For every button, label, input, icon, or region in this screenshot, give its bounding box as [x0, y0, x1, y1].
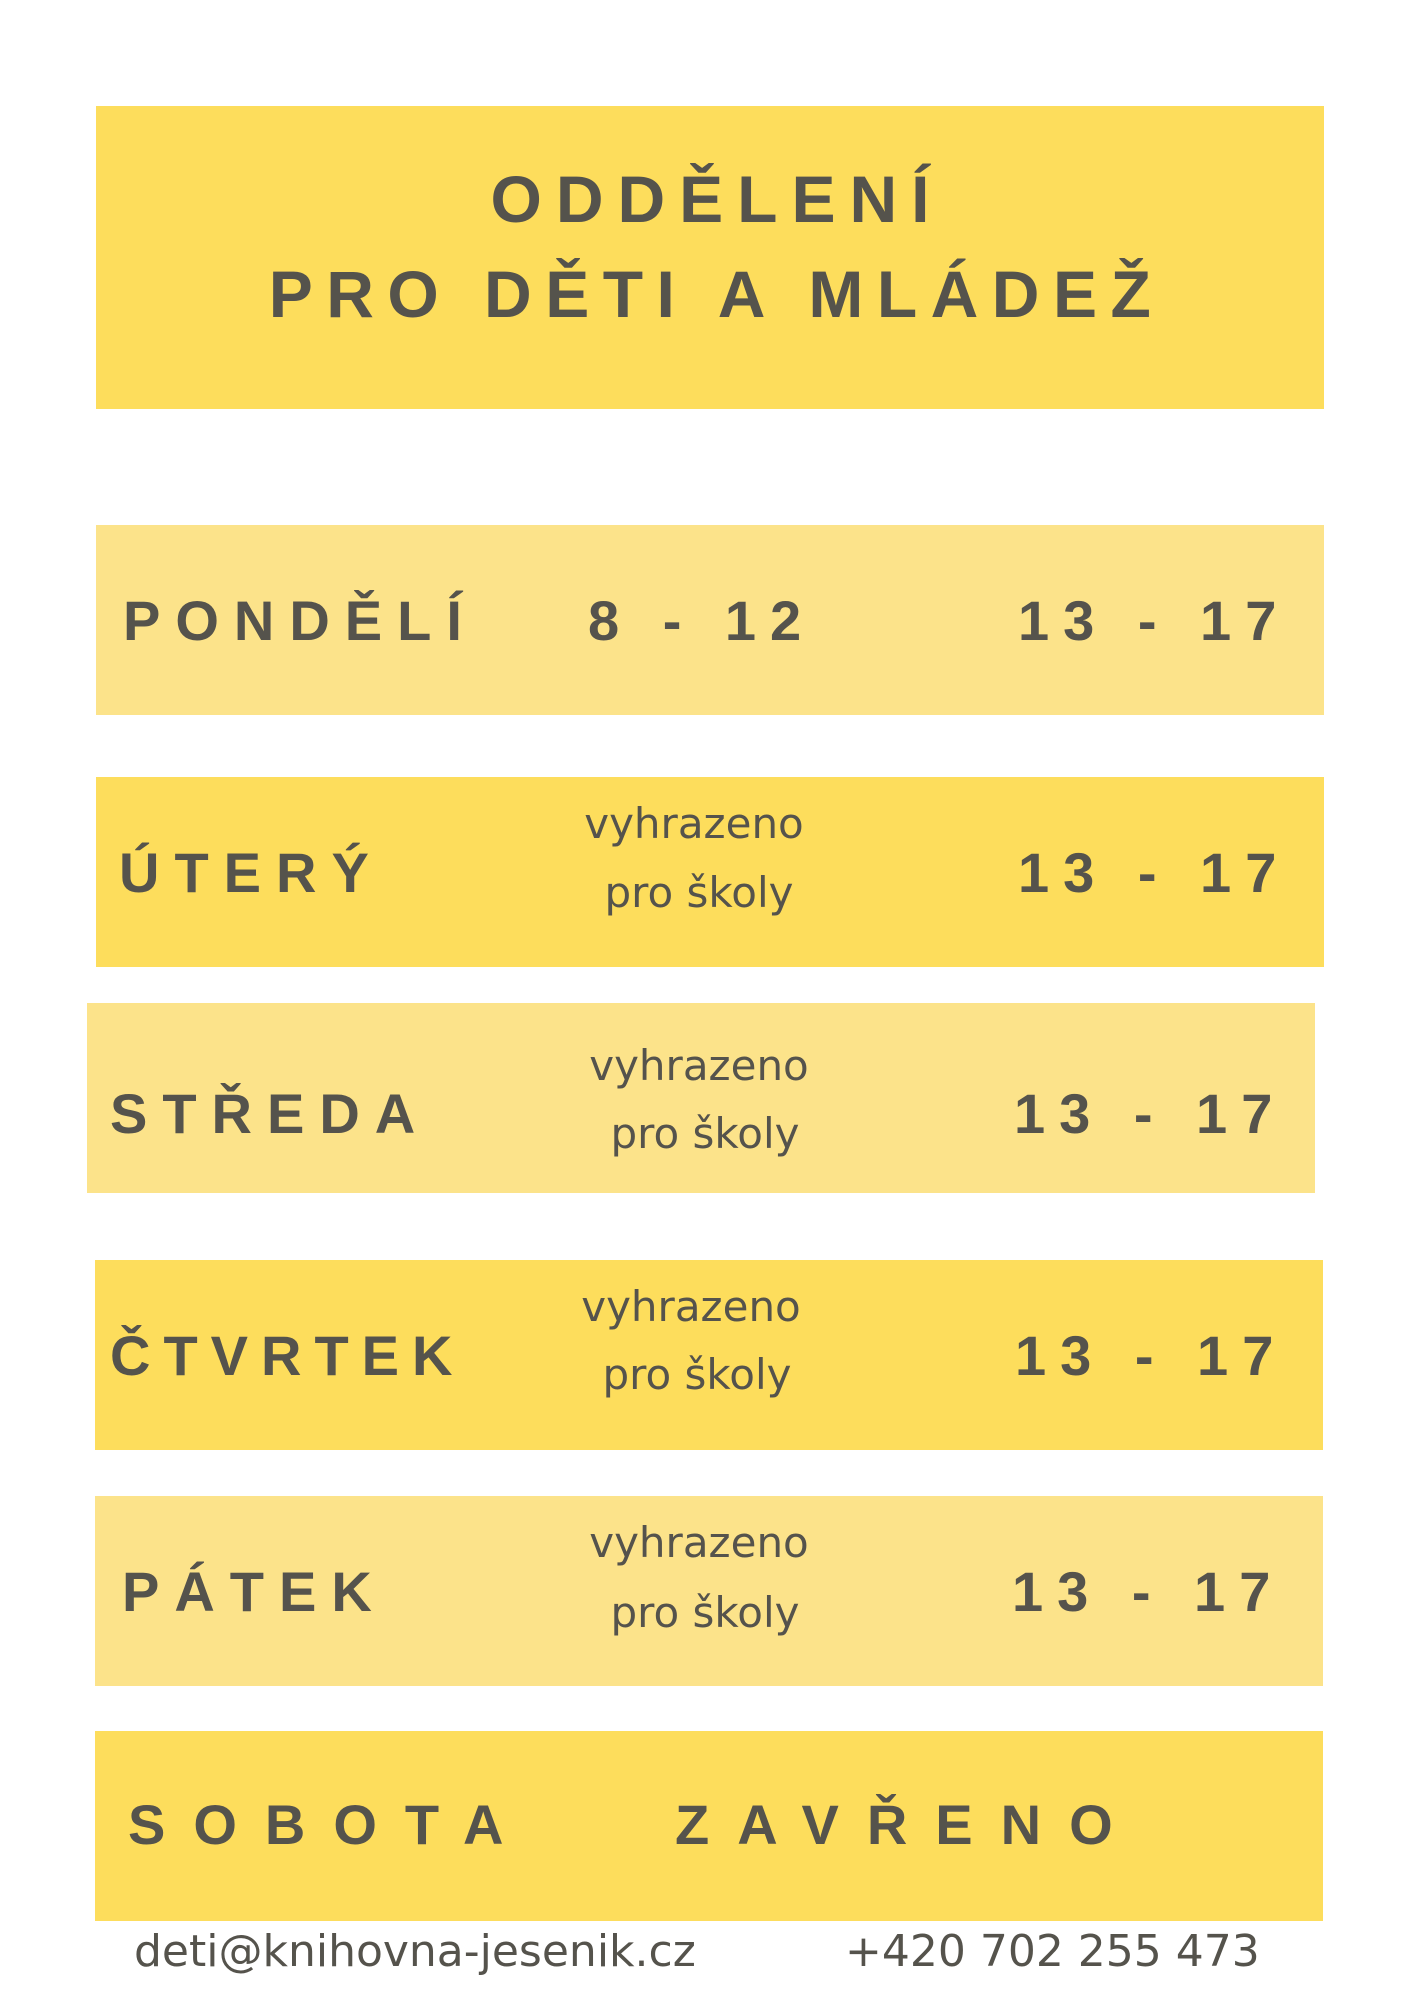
day-label: PÁTEK — [122, 1560, 387, 1623]
morning-note-line-1: vyhrazeno — [589, 1518, 809, 1567]
morning-note-line-2: pro školy — [602, 1350, 792, 1399]
afternoon-hours: 13 - 17 — [1012, 1560, 1285, 1623]
day-label: PONDĚLÍ — [123, 589, 477, 652]
footer-phone: +420 702 255 473 — [845, 1926, 1260, 1977]
day-label: STŘEDA — [110, 1082, 431, 1145]
day-label: ÚTERÝ — [119, 841, 384, 904]
afternoon-hours: 13 - 17 — [1015, 1324, 1288, 1387]
row-wednesday: STŘEDA vyhrazeno pro školy 13 - 17 — [87, 1003, 1315, 1193]
row-friday: PÁTEK vyhrazeno pro školy 13 - 17 — [95, 1496, 1323, 1686]
header-banner: ODDĚLENÍ PRO DĚTI A MLÁDEŽ — [96, 106, 1324, 409]
footer-email: deti@knihovna-jesenik.cz — [134, 1926, 696, 1977]
afternoon-hours: 13 - 17 — [1014, 1082, 1287, 1145]
day-label: SOBOTA — [128, 1793, 532, 1856]
header-title-line-1: ODDĚLENÍ — [490, 162, 944, 236]
row-thursday: ČTVRTEK vyhrazeno pro školy 13 - 17 — [95, 1260, 1323, 1450]
afternoon-hours: 13 - 17 — [1018, 841, 1291, 904]
morning-note-line-1: vyhrazeno — [584, 799, 804, 848]
closed-status: ZAVŘENO — [675, 1793, 1141, 1856]
row-monday: PONDĚLÍ 8 - 12 13 - 17 — [96, 525, 1324, 715]
morning-note-line-2: pro školy — [604, 868, 794, 917]
day-label: ČTVRTEK — [110, 1324, 466, 1387]
afternoon-hours: 13 - 17 — [1018, 589, 1291, 652]
morning-note-line-1: vyhrazeno — [589, 1041, 809, 1090]
morning-hours: 8 - 12 — [588, 589, 816, 652]
morning-note-line-2: pro školy — [610, 1588, 800, 1637]
header-title-line-2: PRO DĚTI A MLÁDEŽ — [268, 257, 1165, 331]
morning-note-line-1: vyhrazeno — [581, 1282, 801, 1331]
morning-note-line-2: pro školy — [610, 1109, 800, 1158]
row-saturday: SOBOTA ZAVŘENO — [95, 1731, 1323, 1921]
row-tuesday: ÚTERÝ vyhrazeno pro školy 13 - 17 — [96, 777, 1324, 967]
